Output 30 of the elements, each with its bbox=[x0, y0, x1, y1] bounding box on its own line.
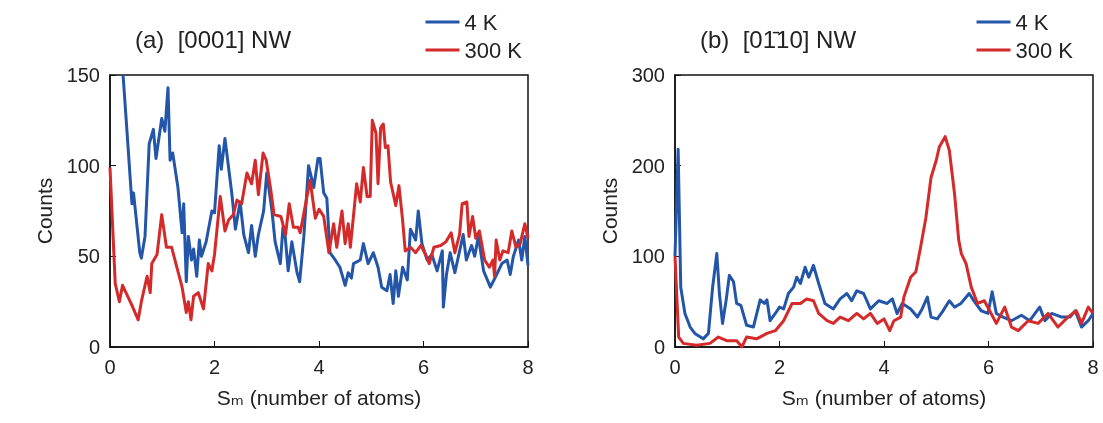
y-tick-label: 100 bbox=[631, 245, 665, 268]
x-tick-label: 2 bbox=[773, 356, 786, 378]
x-tick-label: 6 bbox=[982, 356, 995, 378]
y-tick-label: 200 bbox=[631, 154, 665, 177]
x-axis-title: Sₘ (number of atoms) bbox=[216, 386, 422, 409]
chart-title: (b) [01̄10] NW bbox=[700, 25, 857, 53]
legend-label: 300 K bbox=[464, 37, 523, 63]
legend-label: 4 K bbox=[1015, 9, 1049, 35]
x-tick-label: 0 bbox=[669, 356, 681, 378]
line-series bbox=[121, 73, 530, 309]
x-axis-title: Sₘ (number of atoms) bbox=[781, 386, 987, 409]
y-tick-label: 100 bbox=[66, 154, 100, 177]
x-tick-label: 8 bbox=[522, 356, 534, 378]
x-tick-label: 6 bbox=[417, 356, 430, 378]
y-tick-label: 50 bbox=[77, 245, 100, 268]
x-tick-label: 0 bbox=[104, 356, 116, 378]
y-tick-label: 150 bbox=[66, 64, 100, 86]
legend-label: 4 K bbox=[464, 9, 498, 35]
y-tick-label: 0 bbox=[88, 336, 100, 358]
y-axis-title: Counts bbox=[33, 177, 56, 245]
y-tick-label: 300 bbox=[631, 64, 665, 86]
x-tick-label: 4 bbox=[313, 356, 325, 378]
y-axis-title: Counts bbox=[598, 177, 621, 245]
line-series bbox=[108, 118, 530, 322]
x-tick-label: 2 bbox=[208, 356, 221, 378]
chart-title: (a) [0001] NW bbox=[135, 25, 292, 53]
x-tick-label: 8 bbox=[1087, 356, 1099, 378]
y-tick-label: 0 bbox=[653, 336, 665, 358]
x-tick-label: 4 bbox=[878, 356, 890, 378]
legend-label: 300 K bbox=[1015, 37, 1074, 63]
